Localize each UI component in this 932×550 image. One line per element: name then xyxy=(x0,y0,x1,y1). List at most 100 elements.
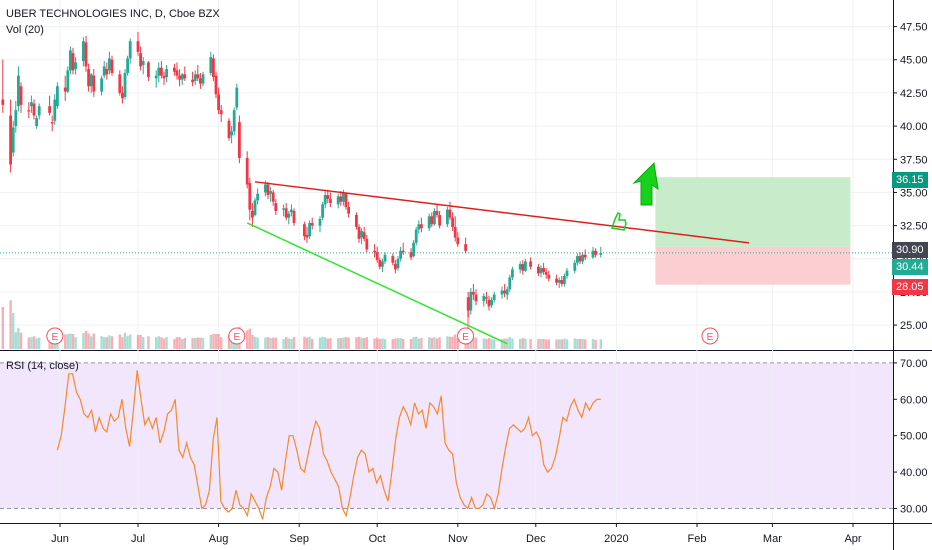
candle-body xyxy=(11,127,15,153)
volume-bar xyxy=(30,337,33,349)
candle-body xyxy=(472,291,475,295)
candle-body xyxy=(591,250,595,258)
candle-body xyxy=(563,276,566,284)
volume-bar xyxy=(329,338,332,349)
candle-body xyxy=(336,196,340,205)
volume-bar xyxy=(337,338,340,349)
y-tick-label: 42.50 xyxy=(900,88,928,100)
candle-body xyxy=(417,224,421,230)
volume-bar xyxy=(594,339,597,349)
candle-body xyxy=(56,86,59,107)
candle-body xyxy=(503,290,506,294)
volume-bar xyxy=(446,336,449,349)
candle-body xyxy=(196,74,200,79)
rsi-band xyxy=(0,362,893,509)
volume-bar xyxy=(1,307,4,349)
volume-bar xyxy=(84,330,88,349)
candle-body xyxy=(448,209,452,218)
candle-body xyxy=(160,67,163,76)
volume-bar xyxy=(160,337,163,349)
candle-body xyxy=(227,120,231,139)
candle-body xyxy=(401,250,405,253)
volume-bar xyxy=(165,337,168,349)
candle-body xyxy=(253,200,257,215)
volume-bar xyxy=(342,337,345,349)
candle-body xyxy=(318,218,322,226)
candle-body xyxy=(269,191,272,194)
candle-body xyxy=(173,67,176,72)
earnings-marker xyxy=(46,327,64,345)
volume-bar xyxy=(285,337,288,349)
candle-body xyxy=(264,184,267,193)
candle-body xyxy=(1,99,5,105)
up-arrow-icon xyxy=(632,161,659,206)
candle-body xyxy=(557,280,561,283)
volume-bar xyxy=(201,338,205,349)
volume-bar xyxy=(576,338,579,349)
candle-body xyxy=(178,75,181,80)
x-tick-label: Dec xyxy=(526,533,546,545)
volume-bar xyxy=(448,336,452,349)
candle-body xyxy=(518,264,522,270)
candle-body xyxy=(360,230,363,238)
candle-body xyxy=(396,258,400,269)
volume-bar xyxy=(35,338,38,349)
candle-body xyxy=(342,192,345,202)
volume-bar xyxy=(500,338,504,349)
volume-bar xyxy=(19,332,23,349)
candle-body xyxy=(505,289,509,295)
candle-body xyxy=(139,53,142,67)
volume-bar xyxy=(591,338,595,349)
volume-bar xyxy=(503,338,506,349)
volume-label: Vol (20) xyxy=(6,24,44,36)
candle-body xyxy=(292,211,296,223)
x-tick-label: Apr xyxy=(844,533,861,545)
candle-body xyxy=(71,53,75,71)
candle-body xyxy=(355,214,358,227)
candle-body xyxy=(305,234,309,238)
volume-bar xyxy=(542,338,545,349)
candle-body xyxy=(201,74,205,84)
volume-bar xyxy=(147,336,150,349)
candle-body xyxy=(594,250,597,255)
volume-bar xyxy=(32,336,36,349)
candle-body xyxy=(248,183,252,210)
volume-bar xyxy=(474,337,478,349)
volume-bar xyxy=(537,338,540,349)
rsi-y-tick-label: 40.00 xyxy=(900,467,928,479)
volume-bar xyxy=(487,338,491,349)
candle-body xyxy=(344,193,348,208)
candle-body xyxy=(136,41,140,52)
volume-bar xyxy=(326,338,329,349)
candle-body xyxy=(576,256,579,263)
candle-body xyxy=(381,261,384,267)
volume-bar xyxy=(508,337,511,349)
candle-body xyxy=(508,277,512,290)
price-tag-entry: 30.90 xyxy=(892,242,928,258)
volume-bar xyxy=(303,336,306,349)
candle-body xyxy=(399,250,402,259)
x-tick-label: Mar xyxy=(763,533,782,545)
position-target-zone xyxy=(655,177,851,247)
candle-body xyxy=(453,226,457,238)
volume-bar xyxy=(9,300,12,349)
candle-body xyxy=(32,103,36,116)
candle-body xyxy=(162,75,166,79)
volume-bar xyxy=(415,336,418,349)
volume-bar xyxy=(173,338,176,349)
volume-bar xyxy=(381,338,384,349)
volume-bar xyxy=(12,312,15,349)
volume-bar xyxy=(27,337,30,349)
volume-bar xyxy=(308,336,311,349)
candle-body xyxy=(147,62,150,77)
volume-bar xyxy=(391,338,394,349)
volume-bar xyxy=(412,337,415,349)
candle-body xyxy=(466,297,470,311)
candle-body xyxy=(427,216,431,229)
volume-bar xyxy=(103,337,106,349)
volume-bar xyxy=(178,337,181,349)
volume-bar xyxy=(155,337,158,349)
y-tick-label: 32.50 xyxy=(900,221,928,233)
candle-body xyxy=(414,229,418,243)
volume-bar xyxy=(209,334,212,349)
